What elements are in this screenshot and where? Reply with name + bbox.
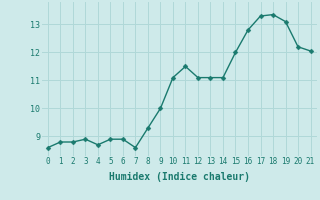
X-axis label: Humidex (Indice chaleur): Humidex (Indice chaleur) [109,172,250,182]
